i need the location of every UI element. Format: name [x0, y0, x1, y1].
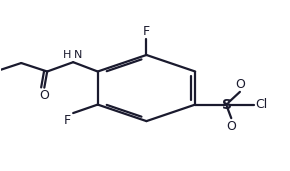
Text: H: H: [63, 50, 72, 60]
Text: F: F: [143, 24, 150, 37]
Text: S: S: [222, 98, 232, 112]
Text: O: O: [39, 89, 49, 102]
Text: O: O: [235, 77, 245, 90]
Text: F: F: [64, 114, 71, 127]
Text: N: N: [74, 50, 82, 60]
Text: O: O: [226, 120, 236, 133]
Text: Cl: Cl: [255, 98, 267, 111]
